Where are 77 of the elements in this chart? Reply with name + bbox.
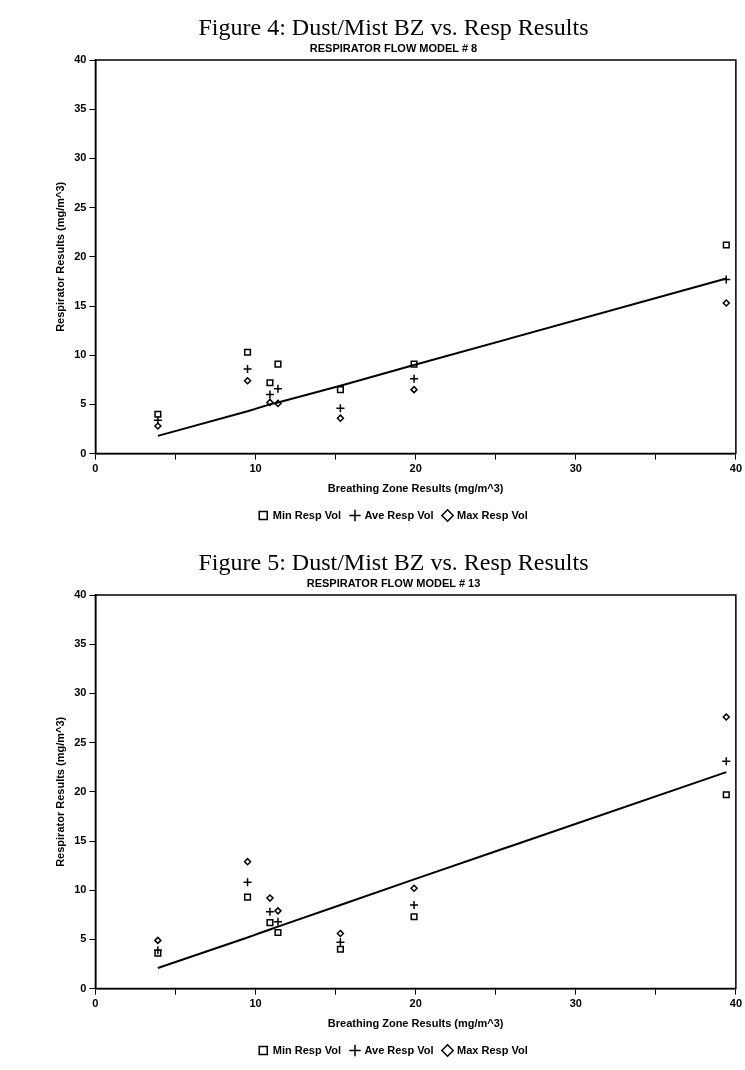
chart-subtitle: RESPIRATOR FLOW MODEL # 13 [306, 577, 481, 590]
point [336, 945, 344, 953]
x-tick-label: 30 [569, 997, 582, 1010]
legend-label: Max Resp Vol [457, 508, 528, 521]
y-tick-label: 5 [80, 397, 87, 410]
point [274, 907, 282, 915]
legend-label: Ave Resp Vol [364, 508, 434, 521]
y-axis-title: Respirator Results (mg/m^3) [53, 716, 66, 867]
y-tick-label: 40 [74, 53, 87, 66]
y-tick-label: 15 [74, 299, 87, 312]
point [336, 386, 344, 394]
y-tick-label: 25 [74, 735, 87, 748]
point [274, 928, 282, 937]
y-tick-label: 5 [80, 932, 87, 945]
point [409, 374, 419, 384]
y-tick-label: 35 [74, 102, 87, 115]
point [153, 415, 163, 425]
x-tick-label: 40 [729, 997, 743, 1010]
y-tick-label: 20 [74, 784, 87, 797]
point [154, 936, 162, 945]
point [243, 857, 252, 866]
point [266, 894, 274, 902]
y-tick-label: 10 [74, 348, 87, 361]
x-tick-label: 20 [409, 997, 422, 1010]
point [336, 414, 345, 422]
y-tick-label: 0 [80, 446, 87, 459]
point [409, 900, 419, 910]
y-tick-label: 10 [74, 883, 87, 896]
point [242, 364, 253, 374]
point [273, 916, 283, 927]
point [266, 379, 274, 387]
point [336, 929, 345, 938]
point [154, 410, 162, 418]
legend-label: Max Resp Vol [457, 1043, 528, 1056]
point [410, 884, 418, 892]
point [410, 360, 418, 368]
x-tick-label: 30 [569, 462, 582, 475]
point [273, 383, 283, 394]
point [266, 398, 274, 407]
y-tick-label: 15 [74, 834, 87, 847]
point [243, 893, 252, 901]
legend-label: Min Resp Vol [272, 1043, 341, 1056]
y-tick-label: 30 [74, 686, 87, 699]
y-tick-label: 25 [74, 200, 87, 213]
y-tick-label: 35 [74, 637, 87, 650]
x-tick-label: 0 [92, 462, 99, 475]
chart-subtitle: RESPIRATOR FLOW MODEL # 8 [309, 42, 478, 55]
chart-title: Figure 4: Dust/Mist BZ vs. Resp Results [198, 13, 589, 40]
point [154, 949, 162, 957]
chart-title: Figure 5: Dust/Mist BZ vs. Resp Results [198, 548, 589, 575]
x-tick-label: 0 [92, 997, 99, 1010]
x-tick-label: 10 [249, 997, 262, 1010]
y-tick-label: 30 [74, 151, 87, 164]
legend-label: Min Resp Vol [272, 508, 341, 521]
point [265, 907, 275, 917]
x-axis-title: Breathing Zone Results (mg/m^3) [327, 1017, 504, 1030]
y-tick-label: 20 [74, 249, 87, 262]
y-tick-label: 40 [74, 588, 87, 601]
legend-label: Ave Resp Vol [364, 1043, 434, 1056]
point [266, 919, 274, 927]
point [265, 389, 275, 400]
x-tick-label: 20 [409, 462, 422, 475]
point [274, 360, 282, 368]
point [722, 241, 730, 249]
point [722, 299, 731, 307]
x-axis-title: Breathing Zone Results (mg/m^3) [327, 482, 504, 495]
point [243, 377, 252, 385]
x-tick-label: 10 [249, 462, 262, 475]
point [243, 348, 252, 356]
point [722, 791, 730, 799]
point [410, 913, 418, 921]
point [722, 713, 731, 721]
point [410, 385, 418, 394]
y-axis-title: Respirator Results (mg/m^3) [53, 181, 66, 332]
y-tick-label: 0 [80, 981, 87, 994]
x-tick-label: 40 [729, 462, 743, 475]
point [274, 399, 282, 408]
